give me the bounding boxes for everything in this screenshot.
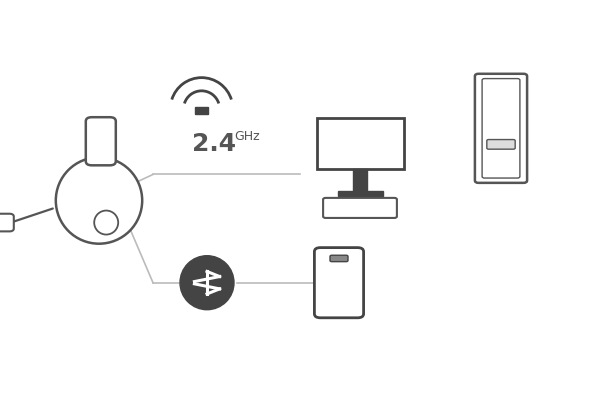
Bar — [337, 191, 383, 196]
FancyBboxPatch shape — [475, 74, 527, 183]
FancyBboxPatch shape — [317, 119, 404, 168]
Ellipse shape — [94, 211, 118, 235]
Bar — [353, 168, 367, 191]
FancyBboxPatch shape — [323, 198, 397, 218]
Ellipse shape — [56, 157, 142, 244]
FancyBboxPatch shape — [86, 117, 116, 165]
Text: 2.4: 2.4 — [192, 132, 236, 156]
FancyBboxPatch shape — [487, 140, 515, 149]
FancyBboxPatch shape — [314, 248, 364, 318]
Bar — [195, 107, 208, 114]
FancyBboxPatch shape — [0, 214, 14, 231]
Ellipse shape — [180, 256, 234, 310]
FancyBboxPatch shape — [482, 79, 520, 178]
Text: GHz: GHz — [235, 130, 260, 142]
FancyBboxPatch shape — [330, 255, 348, 262]
